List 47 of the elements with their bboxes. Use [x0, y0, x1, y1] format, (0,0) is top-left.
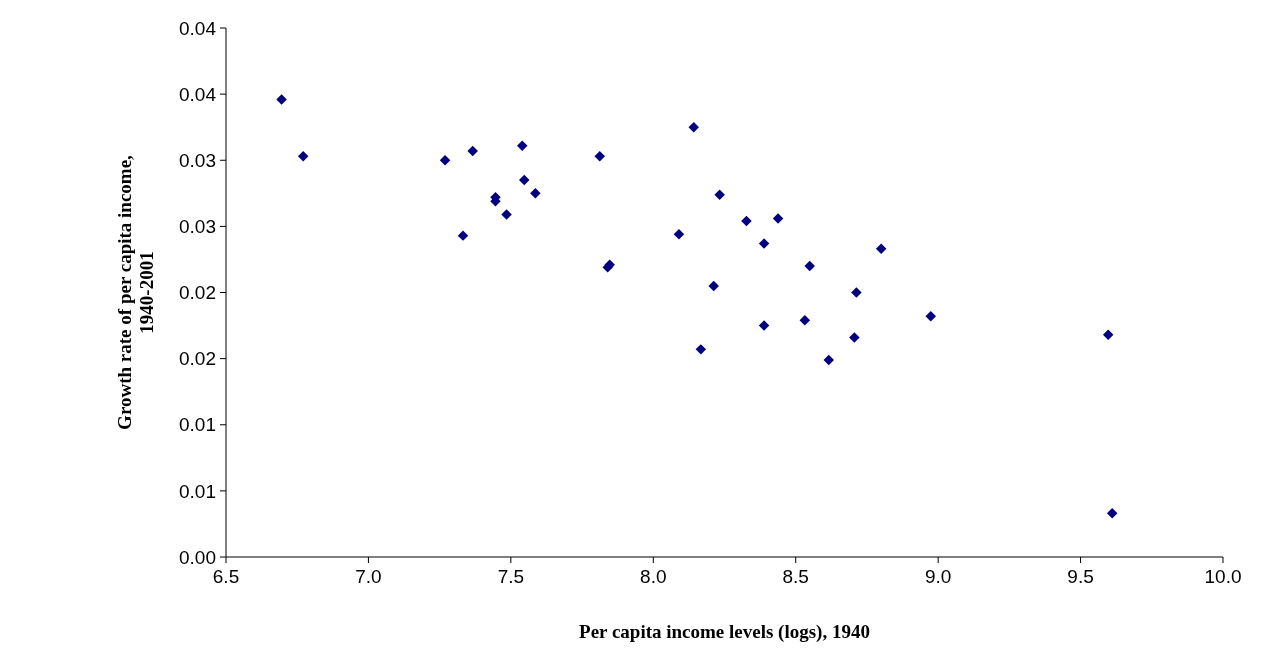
- y-tick-label: 0.04: [179, 17, 217, 39]
- y-tick-label: 0.03: [179, 149, 216, 171]
- point: [714, 189, 725, 200]
- point: [758, 238, 770, 249]
- x-axis-title: Per capita income levels (logs), 1940: [579, 621, 870, 643]
- x-tick-label: 6.5: [212, 566, 240, 587]
- x-tick-label: 8.5: [782, 566, 809, 587]
- point: [708, 280, 719, 292]
- point: [673, 229, 685, 240]
- x-tick-label: 10.0: [1204, 566, 1242, 587]
- y-axis-title: Growth rate of per capita income, 1940-2001: [114, 154, 157, 430]
- point: [695, 344, 707, 355]
- point: [875, 243, 887, 255]
- point: [925, 311, 936, 322]
- point: [1102, 329, 1114, 341]
- y-tick-label: 0.00: [179, 546, 216, 568]
- y-tick-label: 0.02: [179, 282, 216, 304]
- point: [849, 332, 860, 343]
- x-tick-label: 8.0: [640, 566, 667, 587]
- point: [594, 151, 605, 162]
- x-tick-label: 7.0: [355, 566, 382, 587]
- point: [758, 320, 770, 331]
- x-tick-label: 9.0: [924, 566, 952, 587]
- x-tick-label: 7.5: [497, 566, 525, 587]
- point: [457, 230, 469, 241]
- x-tick-label: 9.5: [1067, 566, 1094, 587]
- point: [297, 151, 309, 162]
- point: [772, 213, 784, 224]
- point: [1106, 508, 1118, 519]
- point: [519, 174, 530, 186]
- point: [530, 188, 541, 199]
- point: [501, 209, 512, 220]
- point: [851, 287, 862, 298]
- y-tick-label: 0.01: [179, 480, 216, 502]
- y-tick-label: 0.03: [179, 216, 216, 238]
- point: [823, 354, 834, 366]
- y-tick-label: 0.04: [179, 83, 217, 105]
- point: [439, 155, 451, 166]
- point: [517, 140, 528, 151]
- y-tick-label: 0.01: [179, 414, 216, 436]
- point: [467, 145, 478, 157]
- y-tick-label: 0.02: [179, 348, 216, 370]
- point: [688, 121, 699, 133]
- point: [741, 215, 752, 227]
- point: [799, 315, 811, 326]
- point: [276, 94, 287, 105]
- point: [804, 260, 815, 272]
